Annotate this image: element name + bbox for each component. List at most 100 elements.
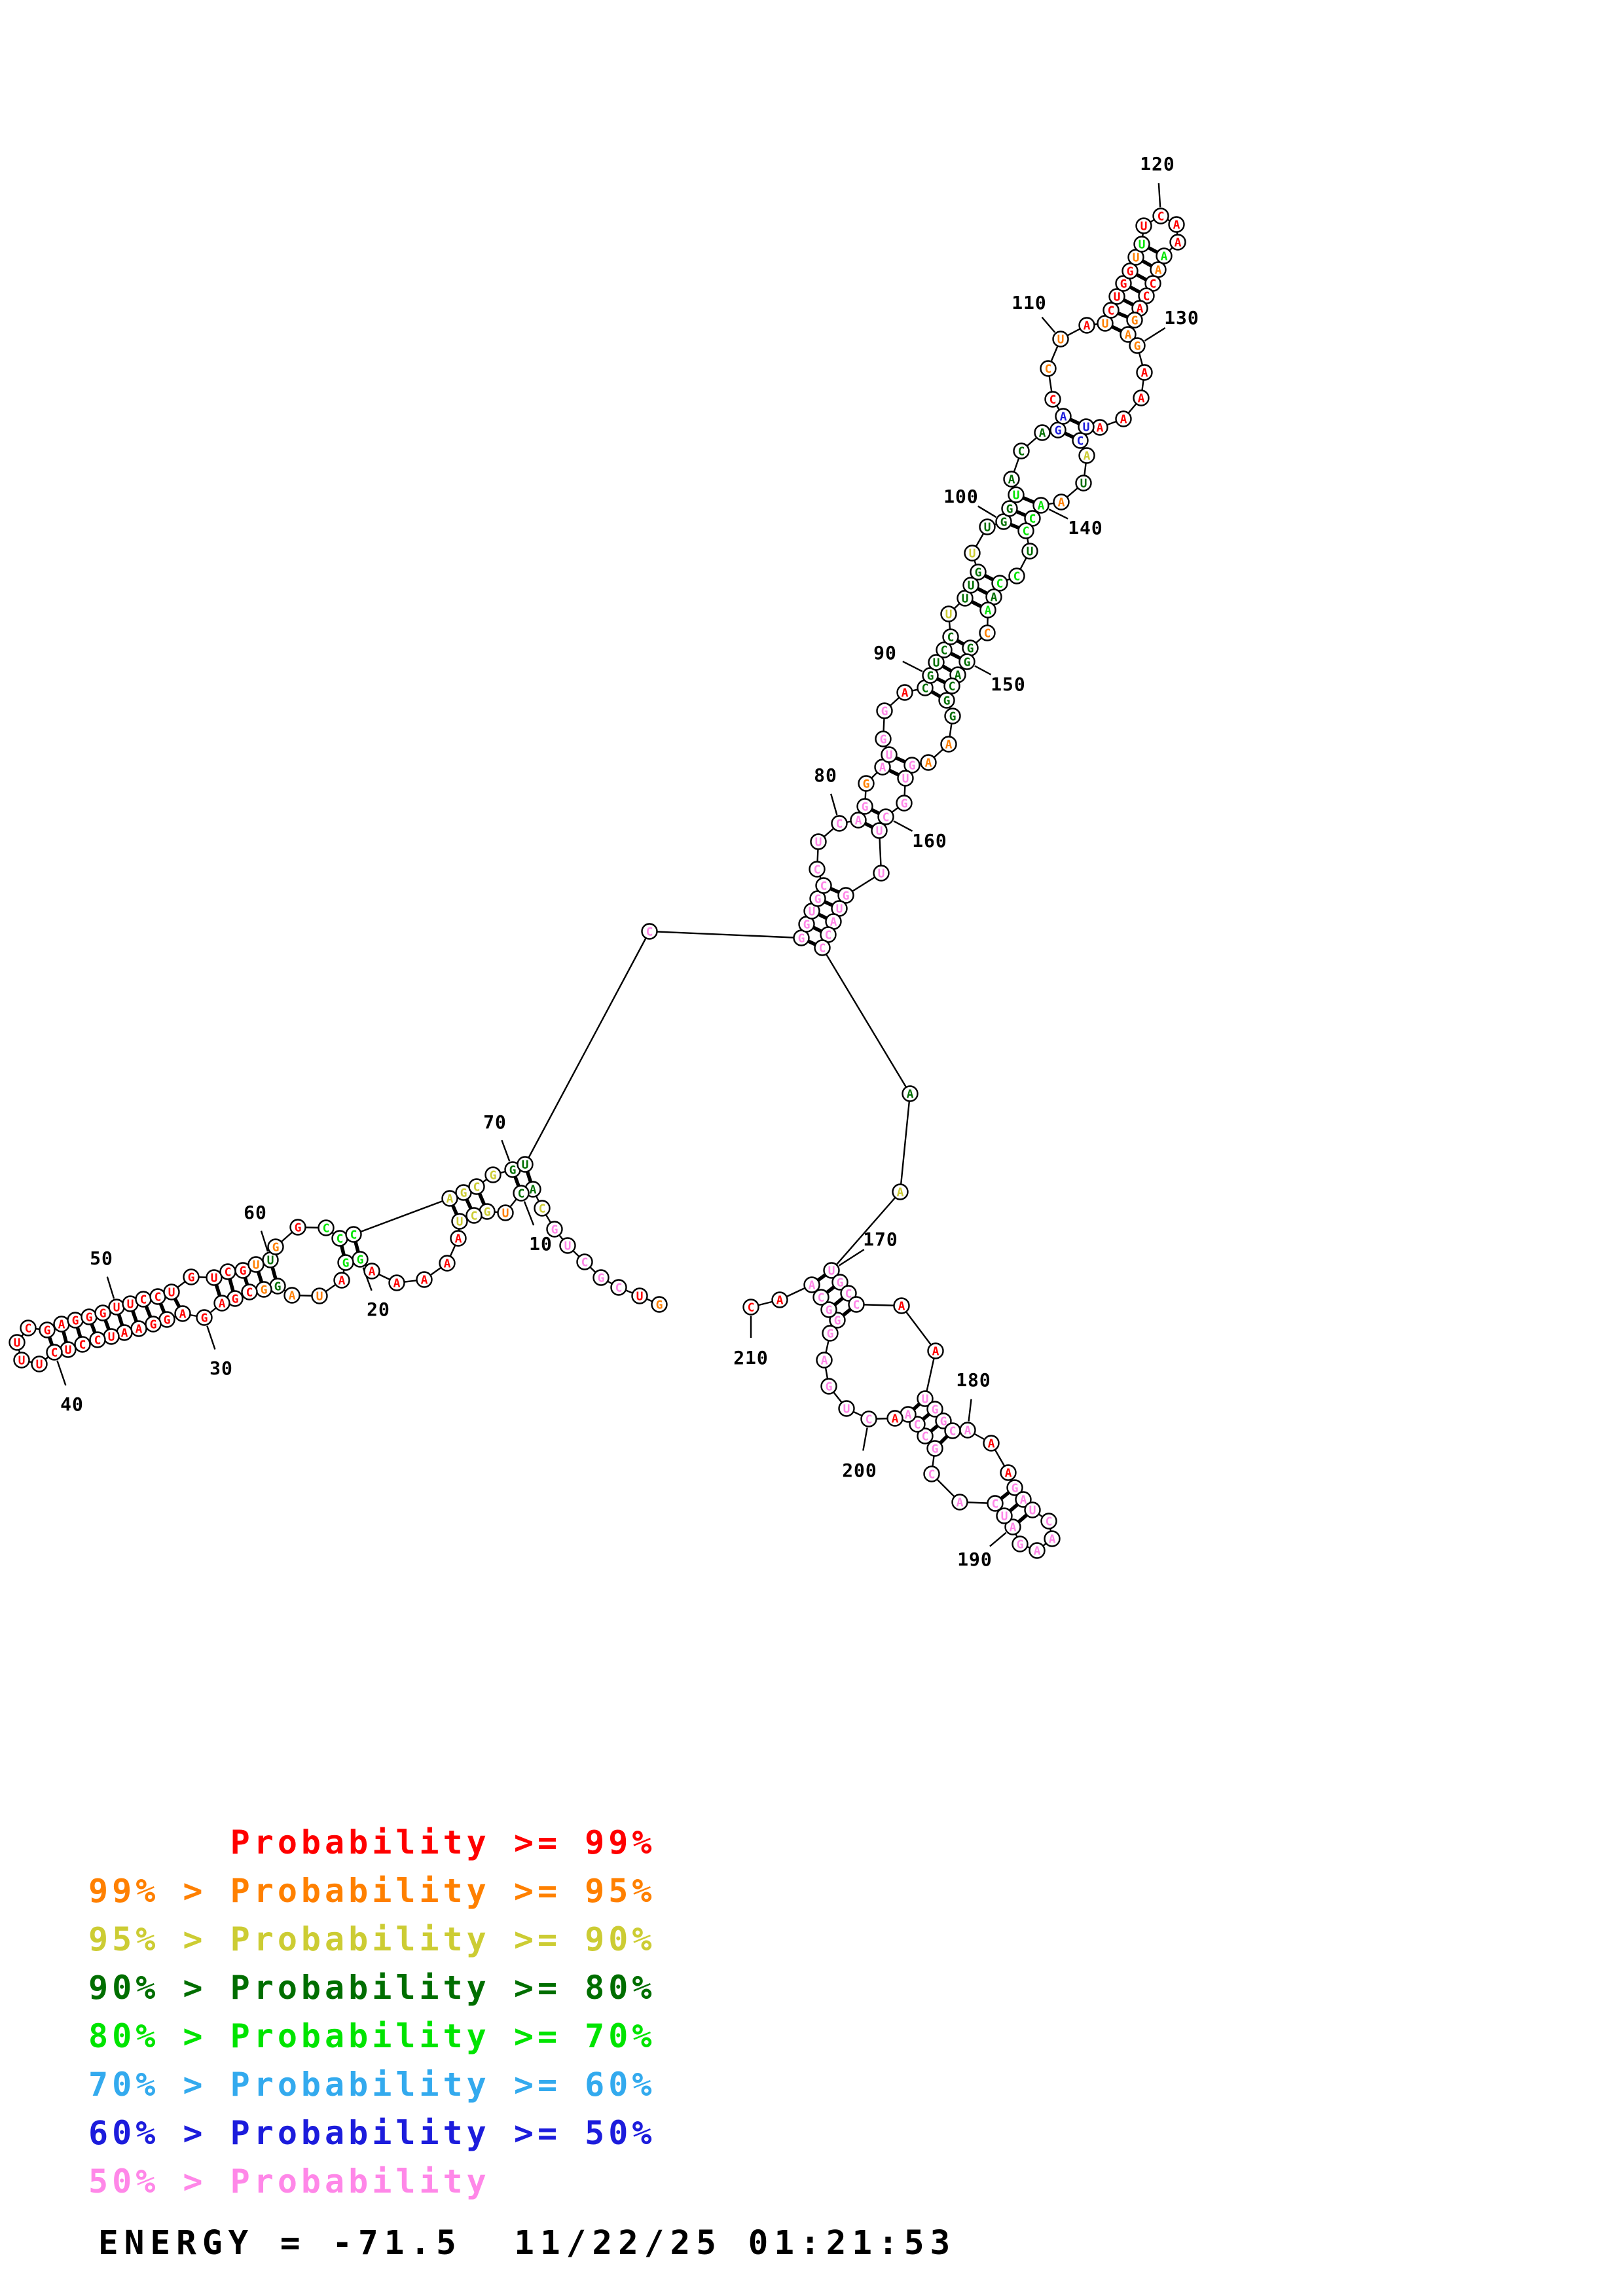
nucleotide-base-letter: G [862, 800, 869, 814]
nucleotide-node [881, 746, 898, 763]
nucleotide-base-letter: U [316, 1289, 323, 1303]
nucleotide-base-letter: U [1102, 317, 1109, 331]
label-leader-line [523, 1201, 535, 1226]
nucleotide-base-letter: A [897, 1185, 904, 1199]
nucleotide-base-letter: A [444, 1257, 451, 1270]
nucleotide-node [213, 1295, 230, 1312]
nucleotide-node [1013, 442, 1030, 459]
nucleotide-base-letter: A [905, 1408, 912, 1422]
nucleotide-base-letter: U [522, 1158, 529, 1172]
nucleotide-base-letter: C [914, 1418, 921, 1431]
label-leader-line [1158, 183, 1161, 207]
nucleotide-node [1078, 418, 1095, 435]
nucleotide-node [831, 1274, 848, 1291]
nucleotide-base-letter: C [1143, 289, 1150, 303]
probability-legend: Probability >= 99% 99% > Probability >= 9… [88, 1818, 655, 2206]
nucleotide-node [962, 577, 979, 594]
nucleotide-node [1078, 317, 1095, 334]
nucleotide-node [831, 815, 848, 832]
nucleotide-node [860, 1410, 877, 1427]
nucleotide-base-letter: C [471, 1209, 478, 1223]
nucleotide-node [1103, 302, 1120, 319]
nucleotide-base-letter: A [932, 1344, 939, 1358]
nucleotide-base-letter: A [58, 1318, 65, 1331]
nucleotide-base-letter: U [843, 1402, 850, 1416]
nucleotide-base-letter: U [836, 902, 843, 916]
nucleotide-base-letter: C [984, 626, 991, 640]
sequence-position-label: 110 [1012, 292, 1047, 314]
nucleotide-node [1006, 1479, 1023, 1496]
nucleotide-node [1108, 288, 1125, 305]
nucleotide-node [920, 754, 937, 771]
nucleotide-node [1135, 217, 1152, 234]
nucleotide-base-letter: C [922, 681, 929, 695]
sequence-position-label: 50 [90, 1247, 113, 1269]
nucleotide-base-letter: U [886, 748, 893, 762]
nucleotide-base-letter: G [964, 655, 971, 669]
nucleotide-base-letter: A [1008, 473, 1015, 486]
energy-timestamp-line: ENERGY = -71.5 11/22/25 01:21:53 [98, 2224, 957, 2263]
nucleotide-base-letter: G [164, 1313, 171, 1327]
nucleotide-node [848, 1296, 865, 1313]
nucleotide-base-letter: G [834, 1314, 841, 1327]
nucleotide-base-letter: C [819, 941, 826, 955]
nucleotide-base-letter: A [776, 1293, 784, 1307]
nucleotide-node [1032, 497, 1049, 514]
nucleotide-base-letter: C [992, 1497, 999, 1511]
nucleotide-node [991, 575, 1008, 592]
nucleotide-node [987, 1495, 1004, 1512]
nucleotide-base-letter: G [909, 759, 916, 772]
nucleotide-node [959, 1422, 976, 1439]
legend-entry: 70% > Probability >= 60% [88, 2066, 656, 2104]
label-leader-line [106, 1276, 115, 1299]
nucleotide-base-letter: C [853, 1298, 860, 1312]
nucleotide-base-letter: A [1141, 366, 1148, 380]
nucleotide-node [876, 702, 893, 719]
label-leader-line [56, 1360, 67, 1386]
sequence-position-label: 30 [210, 1357, 233, 1379]
nucleotide-base-letter: G [932, 1442, 939, 1456]
nucleotide-base-letter: U [945, 607, 953, 621]
nucleotide-base-letter: G [880, 732, 887, 746]
nucleotide-node [1012, 1535, 1029, 1552]
nucleotide-base-letter: A [455, 1232, 462, 1246]
nucleotide-base-letter: G [1131, 314, 1139, 327]
nucleotide-node [979, 624, 996, 641]
nucleotide-base-letter: C [922, 1429, 929, 1443]
backbone-segment [821, 947, 911, 1094]
nucleotide-node [892, 1183, 909, 1200]
nucleotide-base-letter: U [1080, 476, 1087, 490]
sequence-position-label: 180 [956, 1369, 991, 1391]
nucleotide-node [337, 1254, 354, 1271]
nucleotide-node [1129, 337, 1146, 354]
nucleotide-node [815, 877, 832, 894]
nucleotide-base-letter: C [94, 1333, 101, 1347]
sequence-position-label: 20 [367, 1299, 390, 1320]
nucleotide-base-letter: C [820, 879, 828, 893]
nucleotide-node [873, 865, 890, 882]
nucleotide-node [926, 1401, 943, 1418]
backbone-segment [899, 1093, 911, 1193]
nucleotide-node [206, 1269, 223, 1286]
nucleotide-node [1075, 475, 1092, 492]
nucleotide-node [1040, 360, 1057, 377]
nucleotide-base-letter: U [564, 1239, 572, 1253]
legend-entry: 60% > Probability >= 50% [88, 2114, 656, 2152]
nucleotide-base-letter: G [274, 1280, 282, 1293]
sequence-position-label: 140 [1068, 517, 1103, 539]
label-leader-line [1041, 316, 1056, 333]
nucleotide-node [837, 887, 854, 904]
sequence-position-label: 120 [1140, 153, 1175, 175]
nucleotide-node [546, 1221, 563, 1238]
nucleotide-base-letter: C [337, 1232, 344, 1246]
nucleotide-base-letter: C [1046, 1515, 1053, 1528]
label-leader-line [974, 665, 992, 675]
nucleotide-base-letter: A [1173, 218, 1180, 232]
backbone-segment [524, 931, 651, 1165]
nucleotide-base-letter: G [1055, 423, 1062, 437]
nucleotide-node [534, 1200, 551, 1217]
nucleotide-base-letter: A [1005, 1466, 1012, 1480]
nucleotide-node [951, 1494, 968, 1511]
sequence-position-label: 210 [733, 1347, 769, 1369]
nucleotide-base-letter: G [272, 1240, 280, 1254]
